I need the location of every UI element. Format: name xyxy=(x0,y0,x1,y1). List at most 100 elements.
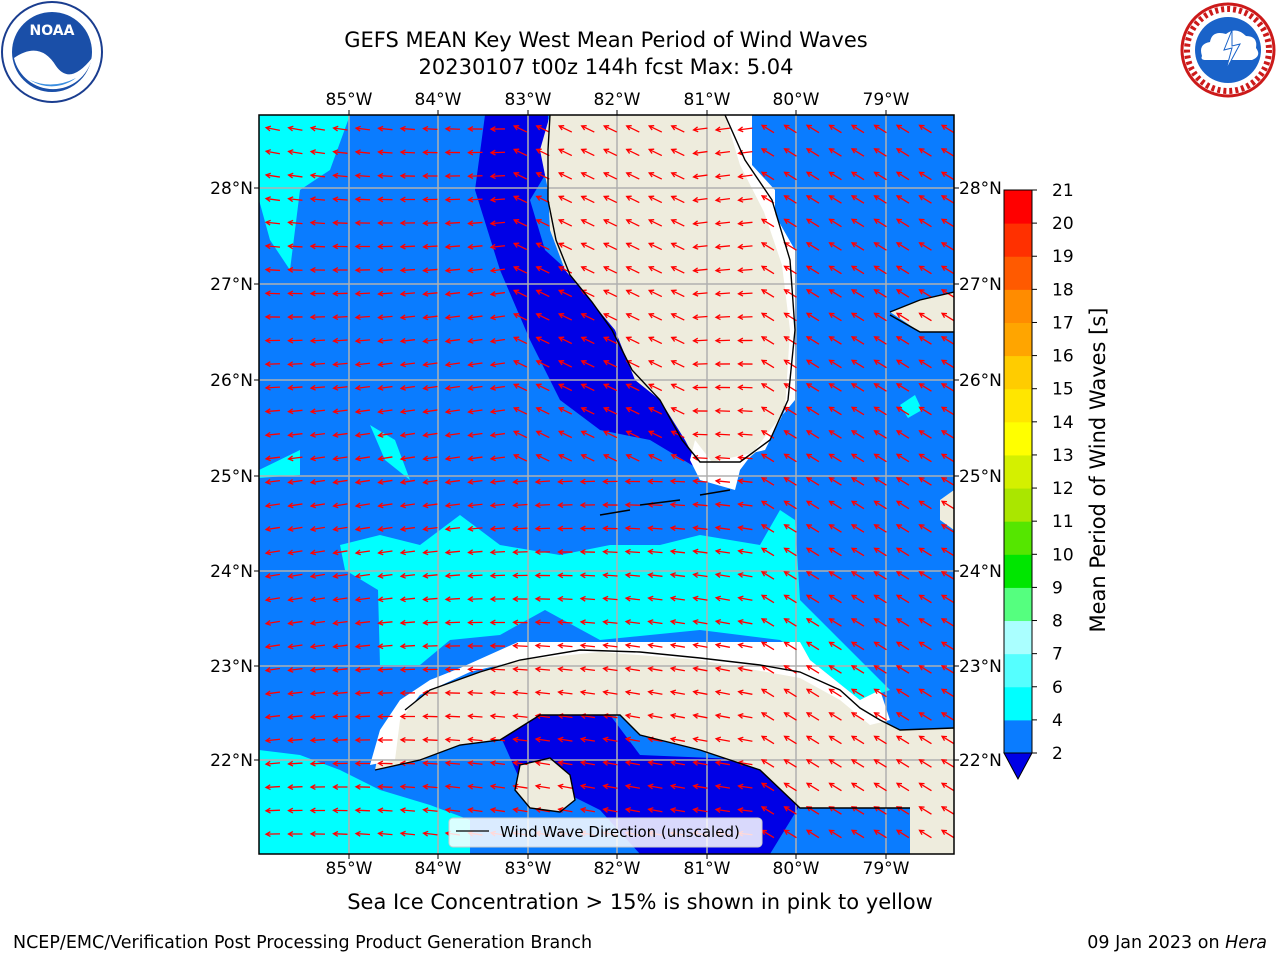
wave-direction-arrow xyxy=(557,760,573,766)
wave-direction-arrow xyxy=(489,689,506,696)
wave-direction-arrow xyxy=(647,666,663,672)
wave-direction-arrow xyxy=(828,195,842,204)
wave-direction-arrow xyxy=(444,619,461,626)
wave-direction-arrow xyxy=(918,500,932,510)
wave-direction-arrow xyxy=(332,384,348,391)
wave-direction-arrow xyxy=(309,361,326,368)
wave-direction-arrow xyxy=(377,830,393,837)
wave-direction-arrow xyxy=(399,783,416,790)
wave-direction-arrow xyxy=(332,172,348,179)
wave-direction-arrow xyxy=(422,314,438,321)
wave-direction-arrow xyxy=(895,500,910,510)
wave-direction-arrow xyxy=(602,360,618,368)
wave-direction-arrow xyxy=(692,267,708,274)
cuba-land xyxy=(375,650,954,854)
wave-direction-arrow xyxy=(670,289,685,298)
wave-direction-arrow xyxy=(354,619,371,626)
wave-direction-arrow xyxy=(714,501,731,508)
wave-direction-arrow xyxy=(783,524,797,533)
colorbar-tick-label: 13 xyxy=(1052,446,1074,466)
wave-direction-arrow xyxy=(557,125,573,133)
wave-direction-arrow xyxy=(625,383,640,392)
wave-direction-arrow xyxy=(714,173,731,180)
wave-direction-arrow xyxy=(737,713,753,719)
wave-direction-arrow xyxy=(332,455,348,462)
wave-direction-arrow xyxy=(467,666,483,673)
wave-direction-arrow xyxy=(377,713,393,720)
wave-direction-arrow xyxy=(264,596,281,603)
wave-direction-arrow xyxy=(805,688,820,698)
wave-direction-arrow xyxy=(399,666,416,673)
wave-direction-arrow xyxy=(940,829,954,839)
wave-direction-arrow xyxy=(714,548,731,555)
wave-direction-arrow xyxy=(309,196,326,203)
wave-direction-arrow xyxy=(714,314,731,321)
wave-direction-arrow xyxy=(489,196,506,203)
wave-direction-arrow xyxy=(737,572,753,578)
wave-direction-arrow xyxy=(625,336,640,345)
wave-direction-arrow xyxy=(714,220,731,227)
colorbar-tick-label: 15 xyxy=(1052,380,1074,400)
wave-direction-arrow xyxy=(512,807,528,813)
wave-direction-arrow xyxy=(647,195,663,204)
wave-direction-arrow xyxy=(873,265,887,275)
wave-direction-arrow xyxy=(512,549,528,556)
wave-direction-arrow xyxy=(783,547,797,557)
lat-label-right: 26°N xyxy=(959,371,1002,391)
wave-direction-arrow xyxy=(467,643,483,649)
wave-direction-arrow xyxy=(512,666,528,673)
wave-direction-arrow xyxy=(489,243,506,250)
wave-direction-arrow xyxy=(737,267,753,274)
wave-direction-arrow xyxy=(692,783,708,790)
wave-direction-arrow xyxy=(332,243,348,250)
wave-direction-arrow xyxy=(354,526,371,532)
colorbar-tick-label: 4 xyxy=(1052,711,1063,731)
wave-direction-arrow xyxy=(940,712,954,721)
wave-direction-arrow xyxy=(512,172,528,180)
wave-direction-arrow xyxy=(918,430,932,439)
wave-direction-arrow xyxy=(602,172,618,180)
wave-direction-arrow xyxy=(737,595,753,602)
wave-direction-arrow xyxy=(692,501,708,508)
chart-title: GEFS MEAN Key West Mean Period of Wind W… xyxy=(344,28,868,52)
wave-direction-arrow xyxy=(467,243,483,250)
wave-direction-arrow xyxy=(489,619,506,626)
wave-direction-arrow xyxy=(714,525,731,532)
wave-direction-arrow xyxy=(940,641,954,651)
wave-direction-arrow xyxy=(669,736,685,743)
wave-direction-arrow xyxy=(467,502,483,509)
wave-direction-arrow xyxy=(624,689,641,696)
wave-direction-arrow xyxy=(467,126,483,132)
wave-direction-arrow xyxy=(534,502,551,509)
wave-direction-arrow xyxy=(264,713,281,720)
wave-direction-arrow xyxy=(467,314,483,321)
wave-direction-arrow xyxy=(354,690,371,697)
wave-direction-arrow xyxy=(332,830,348,837)
wave-direction-arrow xyxy=(602,736,618,743)
wave-direction-arrow xyxy=(444,267,461,274)
wave-direction-arrow xyxy=(783,477,797,486)
wave-direction-arrow xyxy=(828,759,842,768)
wave-direction-arrow xyxy=(489,549,506,556)
high-period-zone-sw xyxy=(259,750,470,854)
wave-direction-arrow xyxy=(760,641,775,651)
wave-direction-arrow xyxy=(602,666,618,673)
noaa-logo-text: NOAA xyxy=(30,23,75,39)
wave-direction-arrow xyxy=(535,383,550,392)
wave-direction-arrow xyxy=(489,478,506,485)
render-date: 09 Jan 2023 on Hera xyxy=(1087,933,1267,953)
wave-direction-arrow xyxy=(670,219,685,227)
wave-direction-arrow xyxy=(805,618,820,627)
wave-direction-arrow xyxy=(422,666,438,673)
wave-direction-arrow xyxy=(377,196,393,203)
wave-direction-arrow xyxy=(354,314,371,321)
wave-direction-arrow xyxy=(377,549,393,556)
wave-direction-arrow xyxy=(354,572,371,579)
wave-direction-arrow xyxy=(602,454,618,462)
wave-direction-arrow xyxy=(670,313,685,321)
wave-direction-arrow xyxy=(399,432,416,438)
wave-direction-arrow xyxy=(512,289,528,298)
wave-direction-arrow xyxy=(828,641,842,651)
wave-direction-arrow xyxy=(422,408,438,415)
wave-direction-arrow xyxy=(602,548,618,555)
